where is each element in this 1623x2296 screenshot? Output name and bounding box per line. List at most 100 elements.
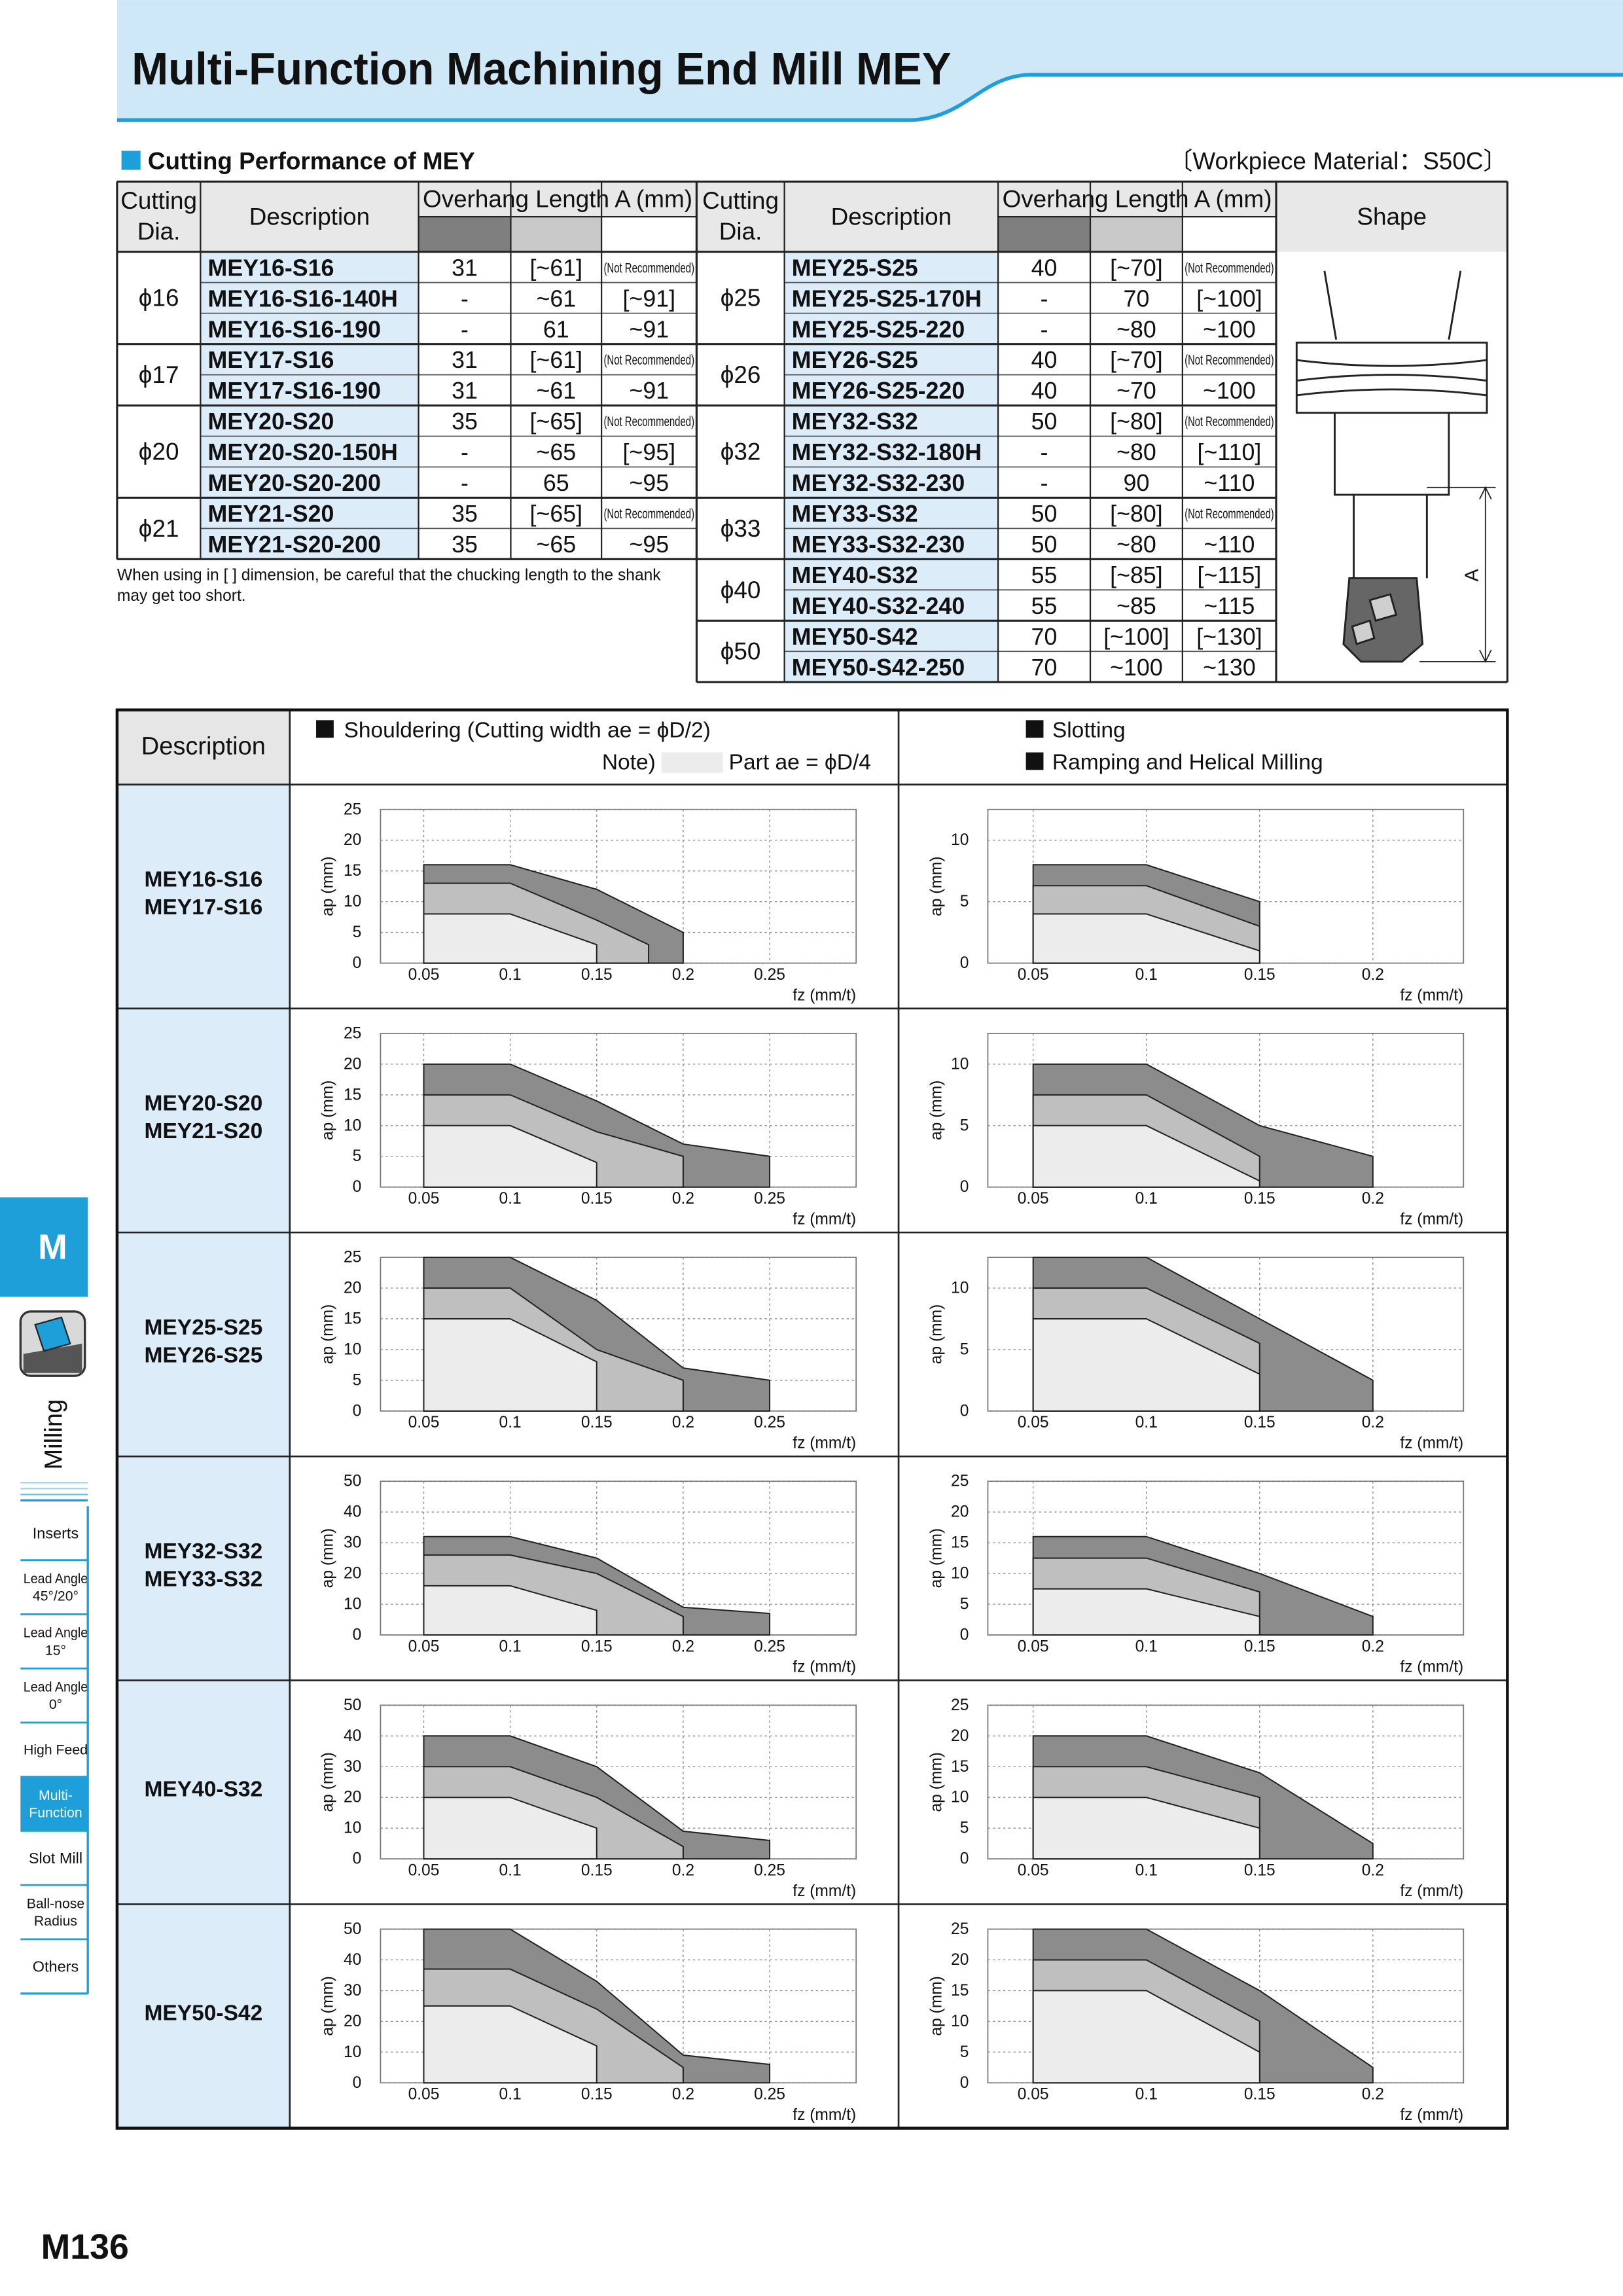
overhang-value: [~130] — [1196, 624, 1262, 650]
sidebar-item-label[interactable]: Function — [29, 1805, 82, 1821]
sidebar-item-label[interactable]: Inserts — [33, 1525, 79, 1542]
description-cell — [784, 282, 999, 314]
performance-area — [423, 1797, 597, 1860]
y-tick-label: 10 — [344, 893, 361, 910]
model-code: MEY17-S16 — [208, 347, 334, 373]
overhang-value: 55 — [1031, 593, 1058, 619]
x-tick-label: 0.1 — [1135, 2086, 1158, 2104]
overhang-value: [~100] — [1196, 285, 1262, 312]
performance-area — [1032, 1318, 1260, 1412]
x-tick-label: 0.05 — [408, 1862, 440, 1880]
y-tick-label: 30 — [344, 1534, 361, 1552]
model-code: MEY25-S25-220 — [792, 316, 965, 342]
model-code: MEY16-S16-140H — [208, 285, 398, 312]
sidebar-item-label[interactable]: Slot Mill — [29, 1850, 82, 1867]
y-tick-label: 0 — [960, 1850, 969, 1868]
page-title: Multi-Function Machining End Mill MEY — [132, 43, 951, 94]
header-text: Cutting — [120, 187, 197, 214]
model-code: MEY50-S42 — [144, 2001, 262, 2026]
sidebar-item — [20, 1615, 88, 1668]
header-text: Ramping and Helical Milling — [1052, 751, 1323, 775]
overhang-value: 40 — [1031, 378, 1058, 404]
sidebar-item-label[interactable]: 45°/20° — [33, 1588, 79, 1604]
sidebar-item-label[interactable]: Radius — [34, 1913, 77, 1929]
overhang-value: (Not Recommended) — [1185, 352, 1274, 368]
sidebar-item-label[interactable]: Ball-nose — [27, 1895, 85, 1911]
y-tick-label: 20 — [951, 1951, 969, 1969]
y-tick-label: 25 — [344, 1249, 361, 1266]
overhang-value: ~115 — [1204, 593, 1255, 619]
dimension-line — [1479, 486, 1492, 663]
x-tick-label: 0.25 — [754, 1638, 785, 1655]
overhang-value: (Not Recommended) — [1185, 260, 1274, 276]
sidebar-item-label[interactable]: Lead Angle — [24, 1571, 88, 1587]
legend-swatch — [661, 752, 723, 773]
header-text: Description — [249, 204, 370, 230]
sidebar-item-label[interactable]: Multi- — [39, 1787, 73, 1803]
x-tick-label: 0.05 — [408, 1190, 440, 1208]
overhang-value: 55 — [1031, 562, 1058, 588]
sidebar-item — [20, 1507, 88, 1560]
sidebar-item-label[interactable]: Lead Angle — [24, 1679, 88, 1695]
x-axis-label: fz (mm/t) — [793, 1435, 856, 1452]
sidebar-item — [20, 1561, 88, 1614]
tool-insert — [1351, 593, 1398, 645]
performance-area — [423, 913, 597, 964]
description-header — [116, 709, 290, 785]
section-title: Cutting Performance of MEY — [148, 148, 475, 175]
overhang-value: 65 — [543, 470, 569, 496]
legend-swatch — [316, 720, 334, 738]
performance-area — [1032, 1797, 1260, 1860]
overhang-value: [~70] — [1110, 347, 1163, 373]
model-code: MEY20-S20 — [208, 408, 334, 435]
overhang-value: - — [461, 316, 469, 342]
overhang-value: [~80] — [1110, 408, 1163, 435]
overhang-value: 50 — [1031, 531, 1058, 558]
dia-label: ϕ40 — [721, 577, 761, 603]
x-tick-label: 0.05 — [1018, 1862, 1049, 1880]
y-tick-label: 0 — [353, 1178, 362, 1196]
overhang-value: 70 — [1031, 624, 1058, 650]
y-tick-label: 0 — [353, 1402, 362, 1420]
x-tick-label: 0.25 — [754, 966, 785, 984]
y-tick-label: 25 — [344, 1024, 361, 1042]
overhang-value: 35 — [452, 408, 478, 435]
sidebar-tab — [0, 1197, 88, 1297]
sidebar-item-label[interactable]: High Feed — [24, 1742, 88, 1758]
model-code: MEY32-S32 — [792, 408, 918, 435]
x-tick-label: 0.1 — [1135, 1190, 1158, 1208]
overhang-value: [~65] — [530, 501, 583, 527]
sidebar-section: Milling — [41, 1399, 68, 1470]
x-tick-label: 0.2 — [1362, 966, 1384, 984]
y-tick-label: 15 — [344, 1310, 361, 1327]
y-tick-label: 30 — [344, 1758, 361, 1776]
sidebar-item-label[interactable]: Lead Angle — [24, 1625, 88, 1641]
model-code: MEY32-S32 — [144, 1539, 262, 1564]
model-code: MEY33-S32-230 — [792, 531, 965, 558]
y-tick-label: 10 — [344, 1340, 361, 1358]
page-number: M136 — [41, 2227, 129, 2267]
dia-label: ϕ21 — [139, 515, 179, 542]
sidebar-item-active — [20, 1778, 88, 1831]
description-cell — [784, 436, 999, 467]
x-tick-label: 0.1 — [1135, 1414, 1158, 1431]
sidebar-item-label[interactable]: 0° — [49, 1696, 62, 1712]
x-tick-label: 0.05 — [408, 966, 440, 984]
sidebar-item-label[interactable]: Others — [33, 1958, 79, 1975]
x-tick-label: 0.2 — [672, 1414, 694, 1431]
overhang-value: ~80 — [1116, 439, 1156, 465]
overhang-value: 61 — [543, 316, 569, 342]
overhang-value: ~65 — [536, 531, 576, 558]
overhang-value: 40 — [1031, 255, 1058, 281]
x-tick-label: 0.15 — [581, 1638, 613, 1655]
performance-area — [423, 2005, 597, 2084]
overhang-value: [~61] — [530, 347, 583, 373]
model-code: MEY32-S32-180H — [792, 439, 982, 465]
overhang-shade — [998, 217, 1091, 252]
icon-insert — [34, 1316, 71, 1352]
y-axis-label: ap (mm) — [319, 1976, 336, 2036]
x-tick-label: 0.05 — [408, 2086, 440, 2104]
sidebar-item-label[interactable]: 15° — [45, 1642, 66, 1658]
y-tick-label: 10 — [344, 1117, 361, 1134]
